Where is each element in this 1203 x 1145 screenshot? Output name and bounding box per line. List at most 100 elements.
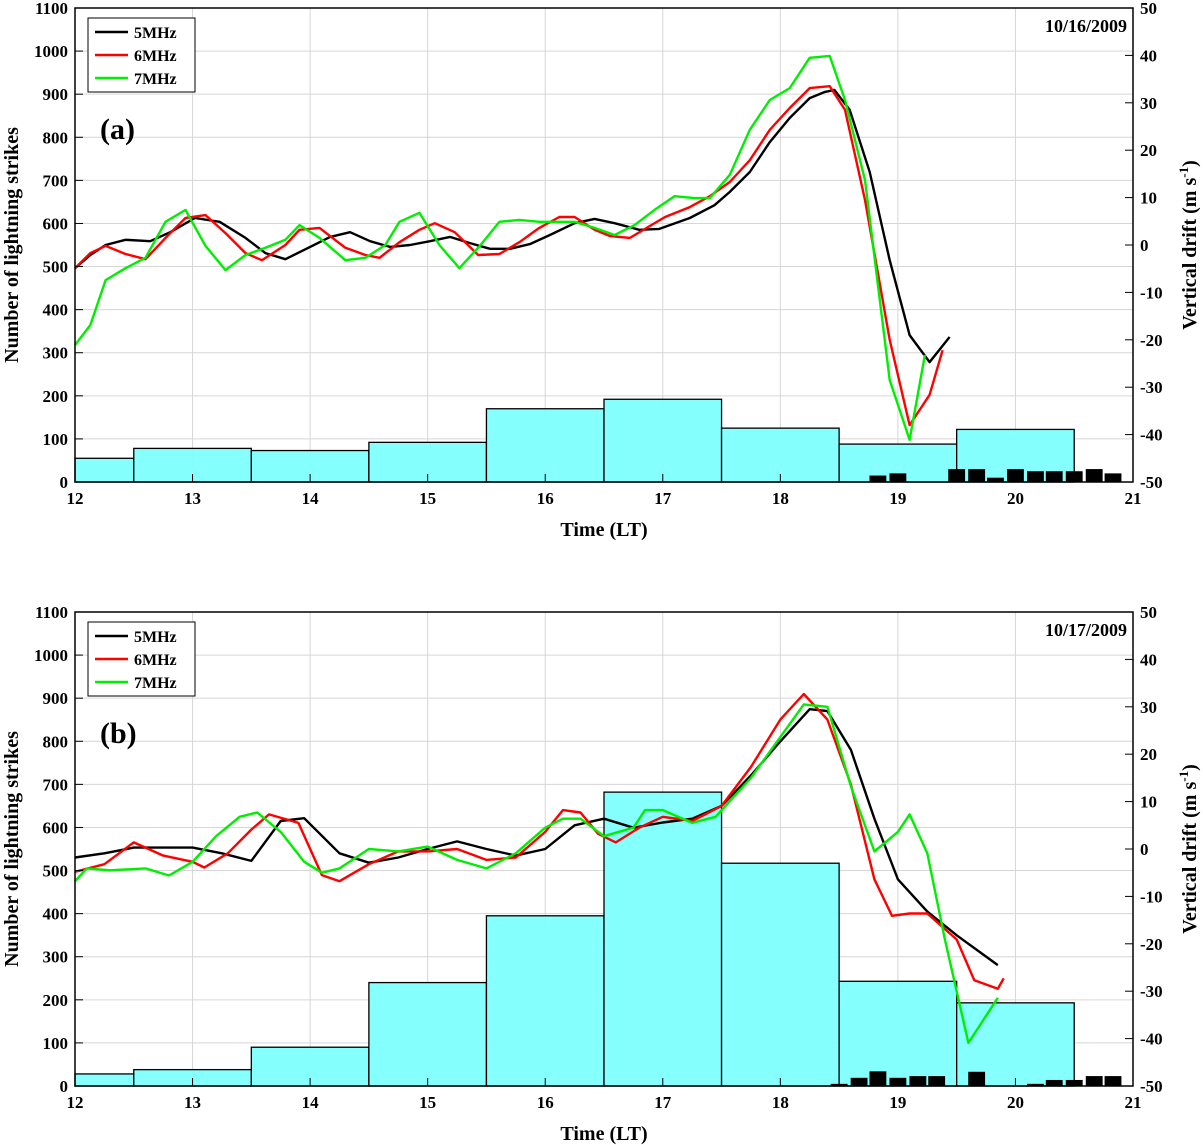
y-right-tick-label: -10 [1140, 887, 1163, 906]
hourly-strike-bar [603, 398, 723, 483]
x-tick-label: 13 [184, 489, 201, 508]
x-tick-label: 19 [889, 1093, 906, 1112]
x-tick-label: 20 [1007, 489, 1024, 508]
y-left-tick-label: 500 [43, 258, 69, 277]
y-left-tick-label: 800 [43, 128, 69, 147]
hourly-strike-bar [74, 1073, 135, 1087]
y-right-tick-label: 10 [1140, 793, 1157, 812]
y-right-tick-label: -20 [1140, 331, 1163, 350]
x-tick-label: 15 [419, 1093, 436, 1112]
y-left-tick-label: 1000 [34, 646, 68, 665]
tenmin-strike-bar [1065, 471, 1083, 482]
legend: 5MHz 6MHz 7MHz [87, 621, 196, 697]
tenmin-strike-bar [1045, 471, 1063, 482]
y-right-axis-label: Vertical drift (m s-1) [1176, 160, 1201, 330]
x-tick-label: 13 [184, 1093, 201, 1112]
panel-label: (b) [100, 717, 137, 750]
y-left-tick-label: 400 [43, 905, 69, 924]
y-left-tick-label: 600 [43, 214, 69, 233]
y-left-tick-label: 300 [43, 948, 69, 967]
y-right-tick-label: 20 [1140, 745, 1157, 764]
y-left-tick-label: 700 [43, 775, 69, 794]
y-right-tick-label: 50 [1140, 0, 1157, 18]
y-right-tick-label: 0 [1140, 840, 1149, 859]
y-left-tick-label: 1100 [35, 0, 68, 18]
hourly-strike-bar [720, 862, 840, 1087]
legend-label: 7MHz [134, 71, 177, 88]
hourly-strike-bar [720, 427, 840, 483]
y-right-tick-label: -50 [1140, 1077, 1163, 1096]
y-left-axis-label: Number of lightning strikes [1, 731, 23, 967]
panel-a: 12 13 14 15 16 17 18 19 20 2101002003004005006007… [1, 0, 1201, 541]
legend-label: 7MHz [134, 675, 177, 692]
tenmin-strike-bar [987, 477, 1004, 482]
tenmin-strike-bar [1104, 1076, 1122, 1086]
y-right-tick-label: -50 [1140, 473, 1163, 492]
x-tick-label: 14 [302, 489, 320, 508]
y-right-tick-label: 10 [1140, 189, 1157, 208]
y-right-tick-label: 30 [1140, 94, 1157, 113]
tenmin-strike-bar [909, 1076, 927, 1086]
x-tick-label: 16 [537, 489, 554, 508]
y-left-tick-label: 100 [43, 1034, 69, 1053]
hourly-strike-bar [838, 980, 958, 1087]
tenmin-strike-bar [1065, 1079, 1083, 1086]
tenmin-strike-bar [850, 1077, 868, 1086]
y-left-tick-label: 0 [60, 473, 69, 492]
tenmin-strike-bar [948, 469, 966, 482]
y-right-tick-label: 40 [1140, 46, 1157, 65]
y-right-axis-label: Vertical drift (m s-1) [1176, 764, 1201, 934]
y-left-tick-label: 200 [43, 387, 69, 406]
x-tick-label: 21 [1125, 1093, 1142, 1112]
y-left-tick-label: 1100 [35, 603, 68, 622]
legend-label: 6MHz [134, 48, 177, 65]
drift-line-6mhz [74, 692, 1005, 990]
y-right-tick-label: 30 [1140, 698, 1157, 717]
y-right-tick-label: 40 [1140, 650, 1157, 669]
y-left-tick-label: 1000 [34, 42, 68, 61]
x-tick-label: 15 [419, 489, 436, 508]
tenmin-strike-bar [1085, 469, 1103, 482]
hourly-strike-bar [368, 981, 488, 1087]
panel-b: 12 13 14 15 16 17 18 19 20 2101002003004005006007… [1, 603, 1201, 1145]
drift-line-7mhz [74, 54, 927, 441]
y-right-tick-label: -30 [1140, 982, 1163, 1001]
tenmin-strike-bar [830, 1083, 848, 1086]
y-right-tick-label: 0 [1140, 236, 1149, 255]
y-left-tick-label: 700 [43, 171, 69, 190]
x-tick-label: 21 [1125, 489, 1142, 508]
y-left-tick-label: 600 [43, 818, 69, 837]
y-left-tick-label: 400 [43, 301, 69, 320]
y-left-tick-label: 200 [43, 991, 69, 1010]
x-tick-label: 12 [67, 489, 84, 508]
tenmin-strike-bar [968, 469, 986, 482]
panel-label: (a) [100, 113, 135, 146]
legend: 5MHz 6MHz 7MHz [87, 17, 196, 93]
x-tick-label: 19 [889, 489, 906, 508]
y-right-tick-label: 20 [1140, 141, 1157, 160]
x-tick-label: 17 [654, 489, 672, 508]
y-left-tick-label: 100 [43, 430, 69, 449]
y-left-tick-label: 900 [43, 689, 69, 708]
tenmin-strike-bar [1085, 1076, 1103, 1086]
x-tick-label: 16 [537, 1093, 554, 1112]
legend-label: 5MHz [134, 25, 177, 42]
y-left-axis-label: Number of lightning strikes [1, 127, 23, 363]
hourly-strike-bar [485, 915, 605, 1087]
y-left-tick-label: 900 [43, 85, 69, 104]
drift-line-5mhz [74, 88, 951, 364]
x-tick-label: 18 [772, 489, 789, 508]
tenmin-strike-bar [1027, 471, 1044, 482]
date-label: 10/17/2009 [1045, 620, 1127, 640]
x-axis-label: Time (LT) [560, 519, 647, 541]
tenmin-strike-bar [1045, 1079, 1063, 1086]
tenmin-strike-bar [869, 1071, 887, 1086]
x-tick-label: 17 [654, 1093, 672, 1112]
y-left-tick-label: 500 [43, 862, 69, 881]
legend-label: 6MHz [134, 652, 177, 669]
y-right-tick-label: -30 [1140, 378, 1163, 397]
y-left-tick-label: 300 [43, 344, 69, 363]
y-right-tick-label: 50 [1140, 603, 1157, 622]
tenmin-strike-bar [1027, 1083, 1044, 1086]
